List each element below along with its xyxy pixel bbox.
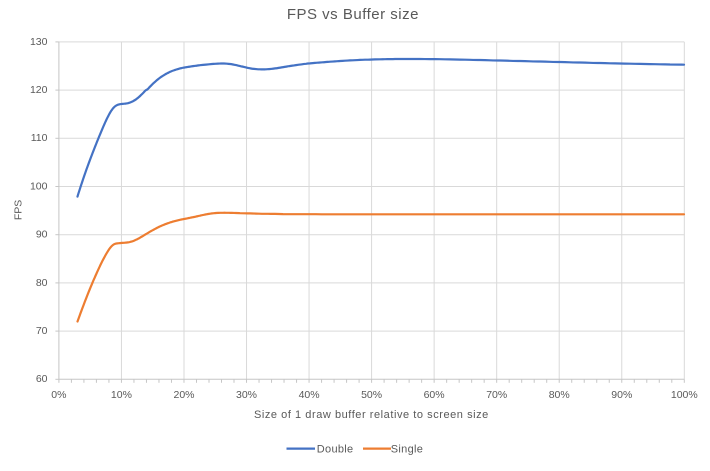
svg-text:60: 60: [36, 373, 48, 385]
svg-text:30%: 30%: [236, 389, 257, 401]
svg-text:0%: 0%: [51, 389, 66, 401]
svg-text:50%: 50%: [361, 389, 382, 401]
svg-text:100%: 100%: [671, 389, 698, 401]
svg-text:70: 70: [36, 325, 48, 337]
svg-text:Double: Double: [317, 444, 354, 456]
svg-text:90: 90: [36, 229, 48, 241]
svg-text:100: 100: [30, 180, 48, 192]
svg-text:20%: 20%: [173, 389, 194, 401]
svg-text:110: 110: [31, 132, 48, 144]
svg-text:60%: 60%: [424, 389, 445, 401]
svg-text:130: 130: [30, 36, 48, 48]
svg-text:120: 120: [30, 84, 48, 96]
svg-text:FPS vs Buffer size: FPS vs Buffer size: [287, 6, 419, 23]
svg-text:40%: 40%: [299, 389, 320, 401]
svg-text:80%: 80%: [549, 389, 570, 401]
svg-text:10%: 10%: [111, 389, 132, 401]
svg-text:Size of 1 draw buffer relative: Size of 1 draw buffer relative to screen…: [254, 409, 489, 421]
svg-text:80: 80: [36, 277, 48, 289]
svg-text:90%: 90%: [611, 389, 632, 401]
svg-text:Single: Single: [391, 444, 423, 456]
svg-text:FPS: FPS: [12, 200, 24, 220]
svg-text:70%: 70%: [486, 389, 507, 401]
